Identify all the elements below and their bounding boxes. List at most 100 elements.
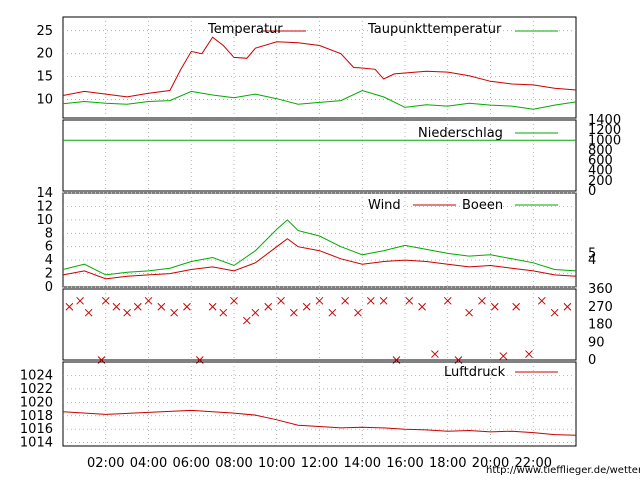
y-tick-label: 1014 (20, 436, 53, 451)
direction-marker (550, 308, 559, 317)
legend-wind: Wind (368, 198, 401, 213)
y-tick-label-right: 180 (588, 318, 613, 333)
direction-marker (354, 308, 362, 317)
x-tick-label: 08:00 (215, 456, 252, 471)
y-tick-label-right: 0 (588, 184, 596, 199)
x-tick-label: 14:00 (344, 456, 381, 471)
direction-marker (208, 302, 217, 311)
y-tick-label: 0 (45, 280, 53, 295)
legend-temperatur-label: Temperatur (208, 22, 283, 37)
legend-luftdruck: Luftdruck (444, 365, 505, 380)
direction-marker (277, 296, 285, 305)
direction-marker (157, 302, 166, 311)
y-tick-label-right: 90 (588, 335, 605, 350)
direction-marker (101, 296, 110, 305)
y-tick-label-right: 800 (588, 143, 613, 158)
legend-luftdruck-label: Luftdruck (444, 365, 506, 380)
y-tick-label-right: 1000 (588, 133, 621, 148)
direction-marker (443, 296, 452, 305)
direction-marker (431, 350, 439, 358)
direction-marker (366, 296, 375, 305)
legend-taupunkt-label: Taupunkttemperatur (368, 22, 502, 37)
y-tick-label-right: 200 (588, 174, 613, 189)
direction-marker (302, 302, 311, 311)
source-url[interactable]: http://www.tiefflieger.de/wetter/ (486, 465, 640, 476)
y-tick-label: 8 (45, 226, 53, 241)
direction-marker (112, 302, 121, 311)
direction-marker (170, 308, 179, 317)
y-tick-label: 4 (45, 253, 53, 268)
legend-niederschlag: Niederschlag (418, 126, 503, 141)
y-tick-label: 1020 (20, 395, 53, 410)
x-tick-label: 22:00 (515, 456, 552, 471)
direction-marker (123, 308, 131, 317)
direction-marker (379, 296, 388, 305)
y-tick-label-right: 5 (588, 246, 596, 261)
series-line (62, 219, 577, 276)
series-line (62, 89, 577, 110)
y-tick-label: 1022 (20, 382, 53, 397)
y-tick-label: 1016 (20, 422, 53, 437)
direction-marker (230, 296, 238, 305)
legend-taupunkt: Taupunkttemperatur (368, 22, 501, 37)
y-tick-label: 6 (45, 240, 53, 255)
direction-marker (418, 302, 426, 311)
direction-marker (251, 308, 260, 317)
direction-marker (525, 350, 533, 358)
y-tick-label: 20 (36, 47, 53, 62)
direction-marker (341, 296, 350, 305)
legend-wind-label: Wind (368, 198, 401, 213)
y-tick-label-right: 360 (588, 282, 613, 297)
direction-marker (65, 302, 74, 311)
x-tick-label: 16:00 (386, 456, 423, 471)
direction-marker (264, 302, 273, 311)
x-tick-label: 04:00 (130, 456, 167, 471)
x-tick-label: 18:00 (429, 456, 466, 471)
direction-marker (537, 296, 546, 305)
y-tick-label: 15 (36, 70, 53, 85)
direction-marker (490, 302, 499, 311)
y-tick-label: 1018 (20, 409, 53, 424)
series-line (62, 238, 577, 280)
x-tick-label: 10:00 (258, 456, 295, 471)
direction-marker (328, 308, 337, 317)
y-tick-label-right: 0 (588, 353, 596, 368)
y-tick-label: 1024 (20, 368, 53, 383)
y-tick-label: 25 (36, 24, 53, 39)
y-tick-label-right: 1400 (588, 113, 621, 128)
y-tick-label-right: 400 (588, 164, 613, 179)
y-tick-label-right: 600 (588, 154, 613, 169)
direction-marker (133, 302, 142, 311)
direction-marker (183, 302, 191, 311)
x-tick-label: 02:00 (87, 456, 124, 471)
direction-marker (478, 296, 486, 305)
series-line (62, 36, 577, 98)
y-tick-label: 2 (45, 267, 53, 282)
direction-marker (563, 302, 572, 311)
series-line (62, 409, 577, 436)
source-url-text: http://www.tiefflieger.de/wetter/ (486, 465, 640, 476)
direction-marker (512, 302, 521, 311)
x-tick-label: 20:00 (472, 456, 509, 471)
legend-niederschlag-label: Niederschlag (418, 126, 503, 141)
direction-marker (289, 308, 298, 317)
legend-boeen: Boeen (462, 198, 503, 213)
y-tick-label: 14 (36, 186, 53, 201)
direction-marker (465, 308, 473, 317)
y-tick-label: 12 (36, 199, 53, 214)
direction-marker (76, 296, 84, 305)
x-tick-label: 06:00 (173, 456, 210, 471)
direction-marker (242, 316, 251, 325)
direction-marker (405, 296, 414, 305)
y-tick-label-right: 270 (588, 300, 613, 315)
legend-temperatur: Temperatur (208, 22, 283, 37)
direction-marker (84, 308, 93, 317)
y-tick-label: 10 (36, 93, 53, 108)
direction-marker (499, 352, 508, 360)
y-tick-label-right: 1200 (588, 123, 621, 138)
y-tick-label-right: 4 (588, 253, 596, 268)
x-tick-label: 12:00 (301, 456, 338, 471)
direction-marker (144, 296, 153, 305)
